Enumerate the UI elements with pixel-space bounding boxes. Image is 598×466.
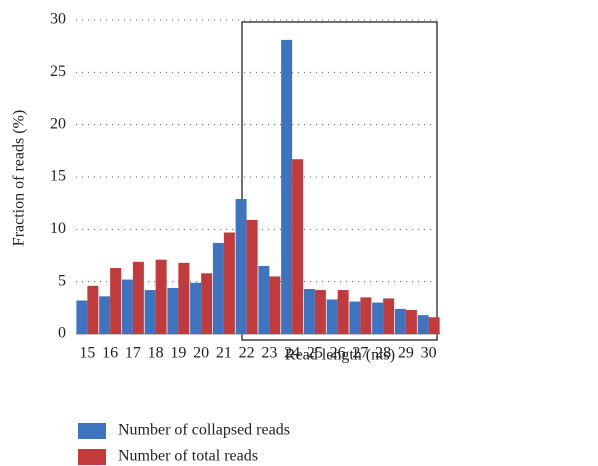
bar (178, 262, 190, 334)
bar (405, 309, 417, 334)
bar (110, 268, 122, 334)
bar (372, 302, 384, 334)
y-tick-label: 0 (58, 325, 66, 342)
x-tick-label: 17 (125, 345, 141, 362)
y-tick-label: 30 (50, 11, 66, 28)
bar (269, 276, 281, 334)
bar (235, 198, 247, 334)
x-tick-label: 18 (148, 345, 164, 362)
y-tick-label: 10 (50, 220, 66, 237)
legend-swatch (78, 449, 106, 465)
bar (144, 290, 156, 334)
highlight-box (241, 21, 438, 341)
bar (383, 298, 395, 334)
x-tick-label: 25 (307, 345, 323, 362)
bar (167, 287, 179, 334)
legend-swatch (78, 423, 106, 439)
x-tick-label: 16 (102, 345, 118, 362)
bar (428, 317, 440, 334)
x-tick-label: 22 (239, 345, 255, 362)
bar (292, 159, 304, 334)
legend-label: Number of collapsed reads (118, 422, 290, 439)
bar (132, 261, 144, 334)
bar (360, 297, 372, 334)
x-tick-label: 24 (284, 345, 300, 362)
x-axis-label: Read length (nts) (285, 347, 395, 364)
x-tick-label: 15 (79, 345, 95, 362)
bar (337, 290, 349, 334)
y-tick-label: 15 (50, 168, 66, 185)
bar (121, 279, 133, 334)
bar (258, 265, 270, 334)
legend-label: Number of total reads (118, 448, 258, 465)
y-tick-label: 5 (58, 272, 66, 289)
bar (303, 288, 315, 334)
bar (281, 39, 293, 335)
x-tick-label: 28 (375, 345, 391, 362)
x-tick-label: 19 (170, 345, 186, 362)
bar (417, 315, 429, 334)
bar (155, 259, 167, 334)
bar (349, 301, 361, 334)
y-axis-label: Fraction of reads (%) (11, 110, 28, 246)
bar (87, 285, 99, 334)
bar (212, 242, 224, 334)
bar (314, 290, 326, 334)
y-tick-label: 20 (50, 115, 66, 132)
bar (99, 296, 111, 334)
x-tick-label: 26 (330, 345, 346, 362)
x-tick-label: 23 (261, 345, 277, 362)
x-tick-label: 20 (193, 345, 209, 362)
bar (201, 273, 213, 334)
bar (326, 299, 338, 334)
bar (76, 300, 88, 334)
bar (394, 308, 406, 334)
x-tick-label: 21 (216, 345, 232, 362)
bar (223, 232, 235, 334)
x-tick-label: 27 (352, 345, 368, 362)
y-tick-label: 25 (50, 63, 66, 80)
bar (190, 282, 202, 334)
bar (246, 219, 258, 334)
x-tick-label: 29 (398, 345, 414, 362)
x-tick-label: 30 (421, 345, 437, 362)
